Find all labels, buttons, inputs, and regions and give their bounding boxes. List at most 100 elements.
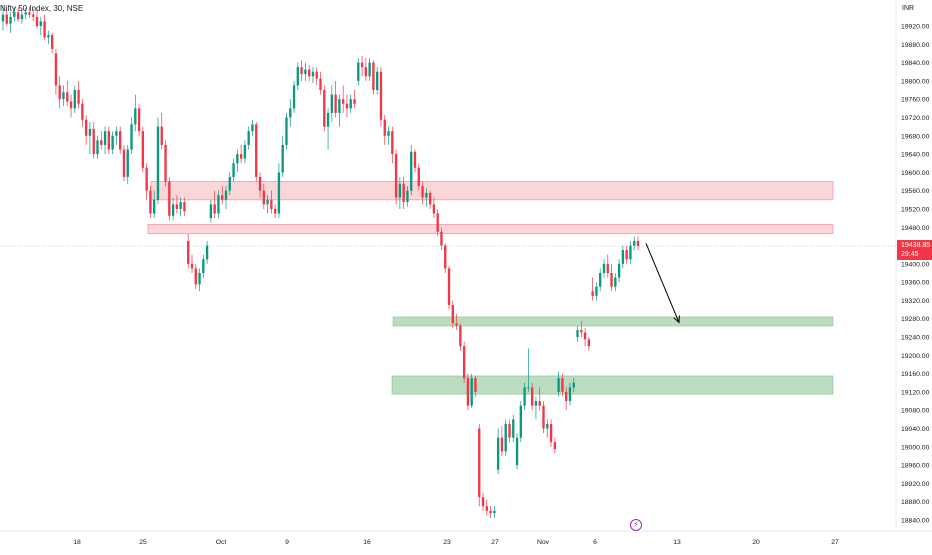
candle <box>232 158 235 182</box>
price-tick-label: 19160.00 <box>901 371 930 378</box>
candle-body <box>122 149 126 177</box>
candle-body <box>236 154 239 164</box>
candle <box>583 327 587 347</box>
candle-body <box>410 151 413 191</box>
candle-body <box>69 101 73 109</box>
candle-body <box>9 16 12 24</box>
candle <box>553 437 557 454</box>
candle <box>625 245 628 264</box>
candle <box>258 172 262 198</box>
tradingview-logo-icon[interactable]: ⚡ <box>630 519 642 531</box>
candle <box>621 245 625 269</box>
candle <box>100 131 103 150</box>
price-tick-label: 19640.00 <box>901 152 930 159</box>
candle-body <box>111 135 114 150</box>
candle <box>406 186 409 207</box>
candle-body <box>262 190 265 205</box>
candle <box>398 176 402 209</box>
candle <box>62 85 65 107</box>
candle-body <box>149 190 152 214</box>
candle <box>190 254 194 273</box>
candle-body <box>357 62 360 81</box>
candle-body <box>300 67 303 75</box>
candle-body <box>621 250 625 264</box>
candle <box>633 236 636 251</box>
candle-body <box>383 119 386 136</box>
candle-body <box>474 378 477 392</box>
candle <box>602 259 606 278</box>
time-tick-label: 27 <box>831 539 839 546</box>
candle-body <box>194 268 197 285</box>
candle <box>549 419 553 447</box>
candle-body <box>119 131 122 150</box>
candle-body <box>247 131 250 145</box>
candle <box>466 373 470 411</box>
candle-body <box>92 128 95 155</box>
candle-body <box>470 378 473 406</box>
candle-body <box>587 339 591 347</box>
candle <box>247 126 250 150</box>
candle-body <box>406 190 409 203</box>
candle-body <box>16 12 20 20</box>
candle <box>28 6 31 18</box>
candle <box>610 263 613 292</box>
candle <box>478 423 481 507</box>
candle-body <box>304 69 307 75</box>
candle-body <box>273 208 277 214</box>
candle-body <box>527 387 530 389</box>
projection-arrow-head <box>673 315 680 324</box>
candle-body <box>542 405 545 429</box>
candle <box>16 7 20 22</box>
candle-body <box>565 391 568 402</box>
candle-body <box>379 71 383 120</box>
candle-body <box>107 131 111 150</box>
candle <box>81 99 84 127</box>
candle <box>364 58 368 81</box>
candle <box>447 266 451 310</box>
support-zone <box>392 316 834 327</box>
candle <box>130 117 133 155</box>
candle-body <box>187 240 190 264</box>
candle <box>5 7 8 26</box>
candle <box>606 254 609 278</box>
candle-body <box>266 199 269 205</box>
candle <box>13 6 16 22</box>
candle-body <box>402 183 405 203</box>
candle <box>462 341 466 383</box>
candle <box>149 186 152 219</box>
price-tick-label: 19680.00 <box>901 133 930 140</box>
time-tick-label: Nov <box>537 539 550 546</box>
candle-body <box>156 126 160 200</box>
candle <box>636 236 640 251</box>
candle-body <box>478 428 481 498</box>
price-tick-label: 18880.00 <box>901 499 930 506</box>
candle <box>311 67 315 84</box>
candle-body <box>485 506 488 511</box>
candle-body <box>376 71 379 91</box>
candle <box>296 62 299 91</box>
candle <box>164 140 167 187</box>
candle <box>153 190 156 219</box>
candle-body <box>35 16 39 26</box>
candle-body <box>289 108 292 118</box>
candle-body <box>602 263 606 273</box>
candle <box>493 506 496 518</box>
candle-body <box>496 437 500 470</box>
candle <box>425 188 428 207</box>
price-tick-label: 19920.00 <box>901 24 930 31</box>
candle <box>137 103 141 136</box>
candle-body <box>504 423 507 452</box>
candle-body <box>387 131 390 136</box>
candle-body <box>447 268 451 306</box>
candle <box>228 172 231 196</box>
candle-body <box>103 131 107 145</box>
price-tick-label: 18920.00 <box>901 481 930 488</box>
candle-body <box>629 245 632 260</box>
candle-body <box>428 192 432 205</box>
candle-body <box>77 90 80 104</box>
candle-body <box>190 263 194 269</box>
price-tick-label: 19480.00 <box>901 225 930 232</box>
candle <box>614 273 617 292</box>
